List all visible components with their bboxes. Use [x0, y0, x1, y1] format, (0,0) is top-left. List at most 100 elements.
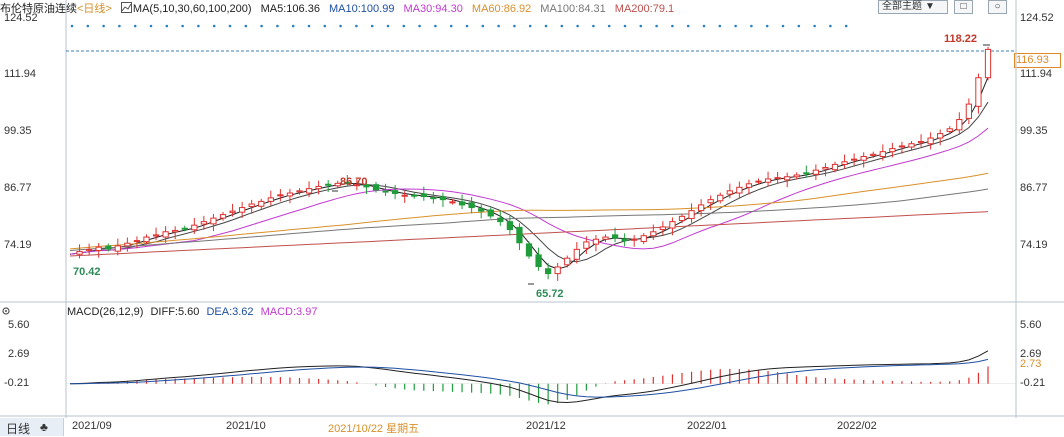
- event-dot: [244, 24, 248, 28]
- candle-down: [516, 226, 523, 244]
- candle-down: [611, 234, 619, 239]
- candle-up: [860, 156, 867, 161]
- macd-tick: 5.60: [1020, 319, 1042, 331]
- chart-legend: 布伦特原油连续<日线> MA(5,10,30,60,100,200) MA5:1…: [0, 0, 880, 15]
- event-dot: [671, 24, 674, 28]
- event-dot: [228, 24, 232, 28]
- event-dot: [829, 24, 832, 28]
- event-dot: [291, 24, 295, 28]
- candle-down: [478, 208, 485, 212]
- macd-histogram: [66, 366, 1016, 405]
- candle-up: [946, 128, 953, 132]
- annotation-low: 65.72: [536, 288, 564, 300]
- candle-down: [363, 184, 370, 188]
- tab-daily[interactable]: 日线 ♣: [0, 418, 64, 436]
- candle-up: [334, 182, 341, 187]
- event-dot: [118, 24, 121, 28]
- macd-tick: 5.60: [8, 319, 30, 331]
- price-axis-left: 124.52 111.94 99.35 86.77 74.19: [0, 0, 66, 300]
- ma30-line: [69, 127, 989, 255]
- legend-ma60: MA60:86.92: [471, 3, 532, 15]
- candle-up: [688, 210, 695, 220]
- price-tick: 111.94: [1020, 68, 1053, 80]
- candle-up: [697, 204, 705, 212]
- price-tick: 124.52: [1020, 12, 1054, 24]
- event-dot: [260, 24, 263, 28]
- event-dot: [607, 24, 611, 28]
- square-tool-button[interactable]: □: [954, 0, 973, 14]
- date-label: 2022/01: [687, 420, 727, 432]
- date-label: 2021/09: [72, 420, 112, 432]
- candle-up: [210, 217, 217, 225]
- macd-legend-label: MACD(26,12,9): [67, 306, 144, 318]
- circle-tool-button[interactable]: ○: [988, 0, 1007, 14]
- event-dot: [181, 24, 184, 28]
- candle-up: [449, 201, 456, 204]
- macd-diff-line: [69, 350, 989, 404]
- event-dot: [718, 24, 722, 28]
- event-dot: [133, 24, 137, 28]
- event-dot: [781, 24, 785, 28]
- candle-up: [745, 183, 753, 188]
- event-dot: [765, 24, 769, 28]
- event-dot: [386, 24, 390, 28]
- candle-up: [564, 257, 571, 266]
- candle-up: [784, 176, 791, 181]
- candle-down: [325, 183, 332, 186]
- date-label: 2021/12: [526, 420, 566, 432]
- event-dot: [813, 24, 816, 28]
- candle-up: [85, 248, 93, 251]
- candles: [76, 46, 992, 281]
- square-icon: □: [960, 1, 967, 12]
- theme-dropdown-button[interactable]: 全部主题 ▼: [878, 0, 948, 14]
- price-tick: 124.52: [4, 12, 38, 24]
- event-dot: [402, 24, 406, 28]
- macd-tick: 2.69: [1020, 348, 1042, 360]
- candle-up: [908, 143, 915, 148]
- chevron-down-icon: ▼: [925, 1, 935, 12]
- macd-settings-icon[interactable]: [1, 306, 11, 319]
- candle-up: [238, 207, 246, 213]
- candle-down: [535, 254, 542, 268]
- macd-legend-macd: MACD:3.97: [260, 306, 318, 318]
- club-icon: ♣: [40, 420, 48, 434]
- candle-up: [219, 214, 227, 219]
- candle-up: [305, 188, 313, 194]
- event-dot: [623, 24, 627, 28]
- candle-up: [248, 203, 255, 207]
- tab-daily-label: 日线: [6, 422, 31, 436]
- candle-up: [152, 234, 160, 237]
- legend-period[interactable]: <日线>: [77, 3, 112, 15]
- ma200-line: [69, 211, 989, 257]
- candle-up: [133, 240, 141, 243]
- candle-up: [631, 238, 638, 241]
- candle-up: [793, 174, 800, 178]
- macd-tick: -0.21: [4, 377, 30, 389]
- candle-up: [114, 245, 121, 252]
- candle-up: [726, 190, 733, 195]
- candle-up: [678, 215, 686, 222]
- candle-down: [105, 245, 112, 250]
- event-dot: [576, 24, 579, 28]
- legend-ma-label: MA(5,10,30,60,100,200): [132, 3, 252, 15]
- event-dot: [165, 24, 169, 28]
- candle-up: [755, 180, 762, 183]
- event-dot: [686, 24, 690, 28]
- event-dot: [86, 24, 90, 28]
- event-dot: [560, 24, 564, 28]
- candle-up: [831, 163, 839, 171]
- candle-up: [296, 190, 303, 193]
- candle-up: [975, 77, 982, 107]
- candle-down: [181, 227, 188, 230]
- candle-up: [191, 224, 198, 231]
- event-dot: [370, 24, 374, 28]
- candle-down: [372, 184, 380, 191]
- candle-down: [803, 172, 810, 175]
- event-dot: [797, 24, 801, 28]
- candle-up: [95, 246, 102, 251]
- event-dot: [655, 24, 658, 28]
- theme-dropdown-label: 全部主题: [882, 1, 922, 12]
- ma-settings-icon[interactable]: [120, 2, 132, 13]
- price-tick: 74.19: [1020, 239, 1048, 251]
